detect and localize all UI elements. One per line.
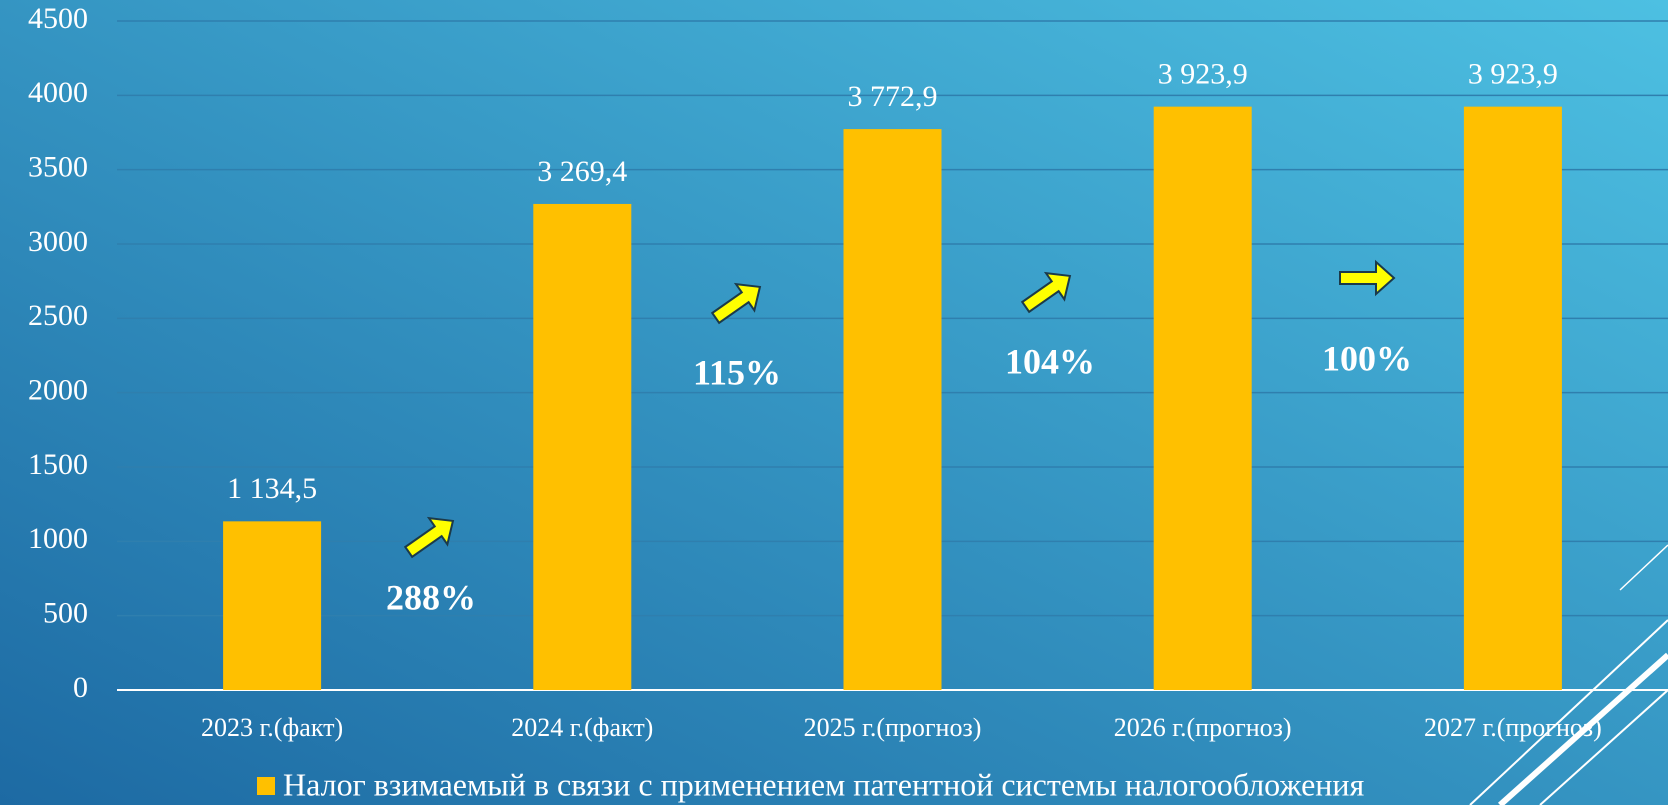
- value-label: 3 269,4: [537, 155, 627, 188]
- value-label: 3 923,9: [1158, 58, 1248, 91]
- y-tick-label: 1000: [28, 522, 88, 555]
- x-tick-label: 2024 г.(факт): [511, 713, 653, 742]
- value-label: 3 923,9: [1468, 58, 1558, 91]
- x-tick-label: 2026 г.(прогноз): [1114, 713, 1292, 742]
- bar: [223, 521, 322, 690]
- value-label: 1 134,5: [227, 472, 317, 505]
- value-label: 3 772,9: [848, 80, 938, 113]
- x-tick-label: 2025 г.(прогноз): [804, 713, 982, 742]
- growth-annotation: 100%: [1322, 338, 1412, 378]
- growth-annotation: 115%: [693, 352, 781, 392]
- growth-annotation: 104%: [1005, 341, 1095, 381]
- bar: [533, 203, 632, 690]
- y-tick-label: 500: [43, 597, 88, 630]
- bar: [843, 129, 942, 691]
- y-tick-label: 1500: [28, 448, 88, 481]
- growth-annotation: 288%: [386, 577, 476, 617]
- legend-label: Налог взимаемый в связи с применением па…: [283, 766, 1365, 802]
- growth-arrow: [710, 282, 762, 325]
- y-tick-label: 2000: [28, 374, 88, 407]
- decor-lines: [1469, 544, 1668, 805]
- legend-swatch: [257, 777, 275, 795]
- y-tick-label: 0: [73, 671, 88, 704]
- growth-arrow: [403, 516, 455, 559]
- x-tick-label: 2023 г.(факт): [201, 713, 343, 742]
- bar: [1153, 106, 1252, 691]
- y-tick-label: 3500: [28, 151, 88, 184]
- y-tick-label: 4500: [28, 2, 88, 35]
- y-tick-label: 3000: [28, 225, 88, 258]
- y-tick-label: 2500: [28, 299, 88, 332]
- x-tick-label: 2027 г.(прогноз): [1424, 713, 1602, 742]
- growth-arrow: [1020, 271, 1072, 314]
- bar: [1463, 106, 1562, 691]
- y-tick-label: 4000: [28, 76, 88, 109]
- growth-arrow: [1339, 259, 1396, 297]
